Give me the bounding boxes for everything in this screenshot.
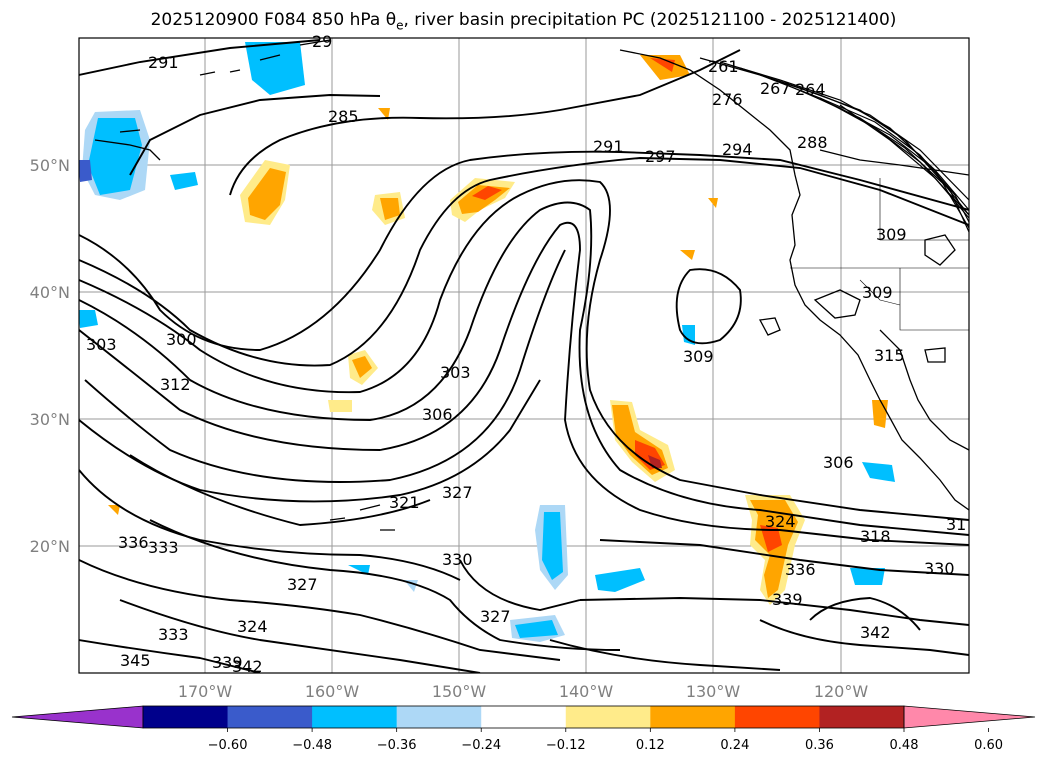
colorbar-segment xyxy=(650,706,736,728)
contour-label: 294 xyxy=(722,140,753,159)
colorbar-segment xyxy=(143,706,229,728)
contour-label: 315 xyxy=(874,346,905,365)
contour-label: 342 xyxy=(860,623,891,642)
lon-label: 130°W xyxy=(686,682,741,701)
coastal-contours xyxy=(699,57,969,233)
lat-label: 40°N xyxy=(30,283,70,302)
colorbar-extend-high xyxy=(903,705,1036,729)
theta-e-contours xyxy=(79,39,969,673)
colorbar-segment xyxy=(481,706,567,728)
contour-label: 306 xyxy=(823,453,854,472)
lat-label: 20°N xyxy=(30,537,70,556)
contour-label: 339 xyxy=(212,653,243,672)
colorbar-tick-label: −0.24 xyxy=(461,738,501,753)
contour-label: 29 xyxy=(312,32,332,51)
contour-label: 330 xyxy=(442,550,473,569)
lat-label: 30°N xyxy=(30,410,70,429)
title-suffix: , river basin precipitation PC (20251211… xyxy=(403,10,897,30)
contour-label: 321 xyxy=(389,493,420,512)
state-borders xyxy=(790,178,969,331)
contour-label: 306 xyxy=(422,405,453,424)
contour-label: 285 xyxy=(328,107,359,126)
contour-label: 318 xyxy=(860,527,891,546)
contour-label: 297 xyxy=(645,147,676,166)
colorbar-segment xyxy=(565,706,651,728)
precip-shading xyxy=(79,42,895,642)
contour-label: 312 xyxy=(160,375,191,394)
contour-label: 288 xyxy=(797,133,828,152)
colorbar-tick-label: −0.48 xyxy=(292,738,332,753)
colorbar-tick-label: 0.12 xyxy=(636,738,665,753)
colorbar-segment xyxy=(312,706,398,728)
lon-label: 120°W xyxy=(814,682,869,701)
colorbar: −0.60 −0.48 −0.36 −0.24 −0.12 0.12 0.24 0.36 0.4… xyxy=(11,705,1036,753)
contour-label: 327 xyxy=(480,607,511,626)
title-subscript: e xyxy=(396,18,404,33)
plot-frame xyxy=(78,37,970,674)
lon-label: 160°W xyxy=(305,682,360,701)
contour-label: 309 xyxy=(683,347,714,366)
contour-label: 345 xyxy=(120,651,151,670)
colorbar-tick-label: −0.12 xyxy=(546,738,586,753)
contour-label: 309 xyxy=(876,225,907,244)
lon-label: 140°W xyxy=(559,682,614,701)
contour-label: 324 xyxy=(765,512,796,531)
colorbar-extend-low xyxy=(11,705,144,729)
contour-label: 336 xyxy=(785,560,816,579)
colorbar-segment xyxy=(734,706,820,728)
lon-label: 150°W xyxy=(432,682,487,701)
title-prefix: 2025120900 F084 850 hPa θ xyxy=(150,10,397,30)
lon-label: 170°W xyxy=(178,682,233,701)
colorbar-frame xyxy=(142,705,905,729)
contour-label: 330 xyxy=(924,559,955,578)
contour-label: 31 xyxy=(946,515,966,534)
contour-label: 300 xyxy=(166,330,197,349)
colorbar-segment xyxy=(396,706,482,728)
contour-label: 324 xyxy=(237,617,268,636)
contour-label: 267 xyxy=(760,79,791,98)
coastlines xyxy=(94,39,969,531)
map-title: 2025120900 F084 850 hPa θe, river basin … xyxy=(0,10,1047,32)
contour-label: 336 xyxy=(118,533,149,552)
contour-label: 333 xyxy=(158,625,189,644)
colorbar-tick-label: 0.36 xyxy=(805,738,834,753)
contour-label: 264 xyxy=(795,80,826,99)
contour-label: 276 xyxy=(712,90,743,109)
contour-label: 309 xyxy=(862,283,893,302)
contour-label: 291 xyxy=(593,137,624,156)
colorbar-tick-label: −0.60 xyxy=(208,738,248,753)
colorbar-tick-label: 0.60 xyxy=(974,738,1003,753)
colorbar-tick-label: 0.48 xyxy=(890,738,919,753)
colorbar-segment xyxy=(819,706,905,728)
contour-label: 327 xyxy=(442,483,473,502)
contour-label: 291 xyxy=(148,53,179,72)
lat-axis-labels: 50°N 40°N 30°N 20°N xyxy=(30,156,70,556)
lon-axis-labels: 170°W 160°W 150°W 140°W 130°W 120°W xyxy=(178,682,869,701)
contour-label: 327 xyxy=(287,575,318,594)
lat-label: 50°N xyxy=(30,156,70,175)
contour-label: 261 xyxy=(708,57,739,76)
contour-label: 333 xyxy=(148,538,179,557)
contour-label: 342 xyxy=(232,657,263,676)
colorbar-segment xyxy=(227,706,313,728)
colorbar-tick-label: 0.24 xyxy=(720,738,749,753)
contour-label: 303 xyxy=(440,363,471,382)
contour-labels: 291 29 285 261 264 267 276 288 291 297 2… xyxy=(86,32,966,676)
contour-label: 303 xyxy=(86,335,117,354)
colorbar-tick-label: −0.36 xyxy=(377,738,417,753)
contour-label: 339 xyxy=(772,590,803,609)
